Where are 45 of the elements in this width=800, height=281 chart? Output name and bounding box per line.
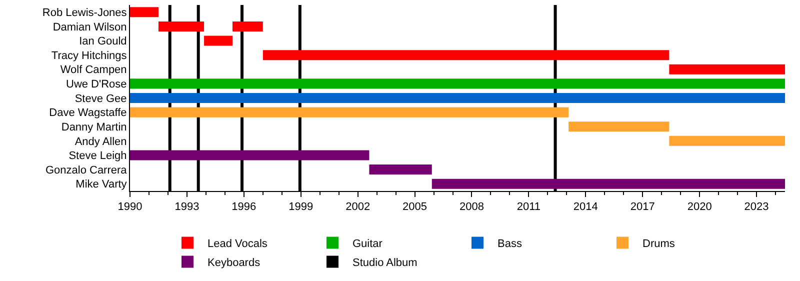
bar	[130, 78, 785, 89]
y-tick-label: Mike Varty	[76, 178, 128, 191]
legend-label: Bass	[498, 238, 522, 250]
x-tick-label: 2023	[744, 201, 769, 214]
x-tick-label: 2017	[630, 201, 655, 214]
x-tick-label: 2008	[460, 201, 484, 214]
x-tick-label: 2011	[516, 201, 541, 214]
x-tick-label: 2002	[346, 201, 370, 214]
x-tick-label: 2005	[402, 201, 428, 214]
bar	[669, 64, 785, 74]
x-tick-label: 1999	[288, 201, 314, 214]
x-tick-label: 2014	[573, 201, 598, 214]
bar	[568, 122, 670, 132]
bar	[130, 92, 785, 104]
x-tick-label: 2020	[687, 201, 712, 214]
y-tick-label: Tracy Hitchings	[51, 50, 128, 62]
bar	[204, 36, 233, 46]
x-tick-label: 1993	[174, 201, 200, 214]
y-tick-label: Uwe D'Rose	[66, 78, 127, 91]
y-tick-label: Damian Wilson	[52, 21, 127, 34]
bar	[130, 7, 158, 18]
y-tick-label: Dave Wagstaffe	[49, 107, 127, 120]
legend-label: Studio Album	[352, 256, 418, 269]
legend-label: Guitar	[352, 238, 383, 250]
x-tick-label: 1990	[118, 201, 142, 214]
y-tick-label: Steve Leigh	[68, 150, 127, 162]
bar	[669, 136, 785, 146]
bar	[432, 178, 785, 189]
y-tick-label: Ian Gould	[79, 36, 127, 48]
x-tick-label: 1996	[232, 201, 256, 214]
bar	[130, 150, 370, 160]
y-tick-label: Wolf Campen	[60, 64, 127, 76]
y-tick-label: Steve Gee	[74, 92, 127, 105]
bar	[130, 107, 569, 118]
legend-label: Keyboards	[208, 256, 261, 269]
legend-label: Lead Vocals	[208, 238, 268, 250]
y-tick-label: Danny Martin	[61, 121, 127, 134]
legend-label: Drums	[642, 238, 676, 250]
bar	[262, 50, 670, 60]
y-tick-label: Rob Lewis-Jones	[42, 7, 128, 19]
y-tick-label: Gonzalo Carrera	[45, 164, 128, 176]
bar	[232, 21, 263, 32]
y-tick-label: Andy Allen	[74, 136, 127, 148]
bar	[158, 21, 204, 32]
bar	[369, 164, 432, 175]
